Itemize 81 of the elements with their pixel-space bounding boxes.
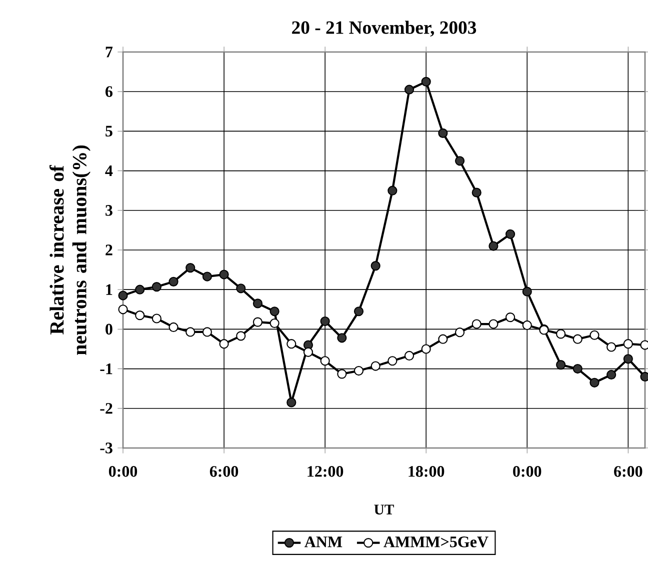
point <box>303 347 314 357</box>
point <box>505 229 516 239</box>
point <box>606 370 616 380</box>
point <box>421 76 431 86</box>
point <box>590 378 600 388</box>
x-axis-title: UT <box>374 504 394 514</box>
point <box>252 298 263 308</box>
point <box>337 369 347 379</box>
point <box>168 322 178 332</box>
point <box>522 286 532 296</box>
y-tick-label: -3 <box>100 442 112 454</box>
x-tick-label: 6:00 <box>614 466 642 477</box>
x-tick-label: 12:00 <box>308 466 344 477</box>
point <box>438 128 448 138</box>
point <box>370 261 380 271</box>
point <box>118 290 128 300</box>
point <box>270 306 280 316</box>
chart-title: 20 - 21 November, 2003 <box>292 20 476 37</box>
x-tick-label: 0:00 <box>513 466 542 477</box>
point <box>286 339 296 349</box>
y-tick-label: 3 <box>106 205 112 216</box>
point <box>623 339 633 349</box>
point <box>572 364 582 374</box>
point <box>152 314 162 324</box>
point <box>438 334 448 344</box>
point <box>370 361 380 371</box>
point <box>404 84 414 94</box>
point <box>505 312 516 322</box>
point <box>219 339 229 349</box>
point <box>556 329 566 339</box>
y-tick-label: -2 <box>100 403 112 414</box>
point <box>354 306 364 316</box>
point <box>118 304 128 314</box>
point <box>252 317 263 327</box>
point <box>320 356 330 366</box>
x-tick-label: 18:00 <box>408 466 444 477</box>
point <box>572 334 582 344</box>
y-axis-title: Relative increase of neutrons and muons(%) <box>49 146 90 355</box>
y-tick-label: 6 <box>106 86 112 97</box>
y-tick-label: 0 <box>106 324 112 335</box>
point <box>168 276 178 286</box>
point <box>135 284 145 294</box>
y-tick-label: -1 <box>100 364 112 374</box>
point <box>152 282 162 292</box>
y-tick-label: 4 <box>105 166 113 176</box>
point <box>472 188 482 198</box>
point <box>186 263 196 273</box>
point <box>556 360 566 370</box>
point <box>388 356 398 366</box>
point <box>337 333 347 343</box>
legend-label: ANM <box>304 536 342 548</box>
point <box>270 318 280 328</box>
point <box>404 350 414 361</box>
y-tick-label: 5 <box>106 126 112 136</box>
point <box>454 156 465 166</box>
point <box>472 319 482 329</box>
point <box>320 316 330 326</box>
point <box>522 320 532 330</box>
x-tick-label: 6:00 <box>210 466 238 477</box>
point <box>606 342 616 352</box>
y-tick-label: 7 <box>106 46 113 58</box>
point <box>286 398 296 408</box>
legend-label: AMMM>5GeV <box>384 536 488 548</box>
point <box>236 284 246 294</box>
point <box>590 330 600 340</box>
y-tick-label: 1 <box>106 284 112 295</box>
point <box>236 331 246 341</box>
point <box>388 186 398 196</box>
x-tick-label: 0:00 <box>108 466 138 477</box>
point <box>488 319 498 329</box>
point <box>354 366 364 376</box>
point <box>202 327 212 337</box>
point <box>623 354 633 364</box>
point <box>219 270 229 280</box>
point <box>202 272 212 282</box>
point <box>186 327 196 337</box>
y-tick-label: 2 <box>106 244 112 256</box>
point <box>421 344 431 354</box>
point <box>135 310 145 320</box>
point <box>488 241 498 251</box>
point <box>454 328 465 338</box>
